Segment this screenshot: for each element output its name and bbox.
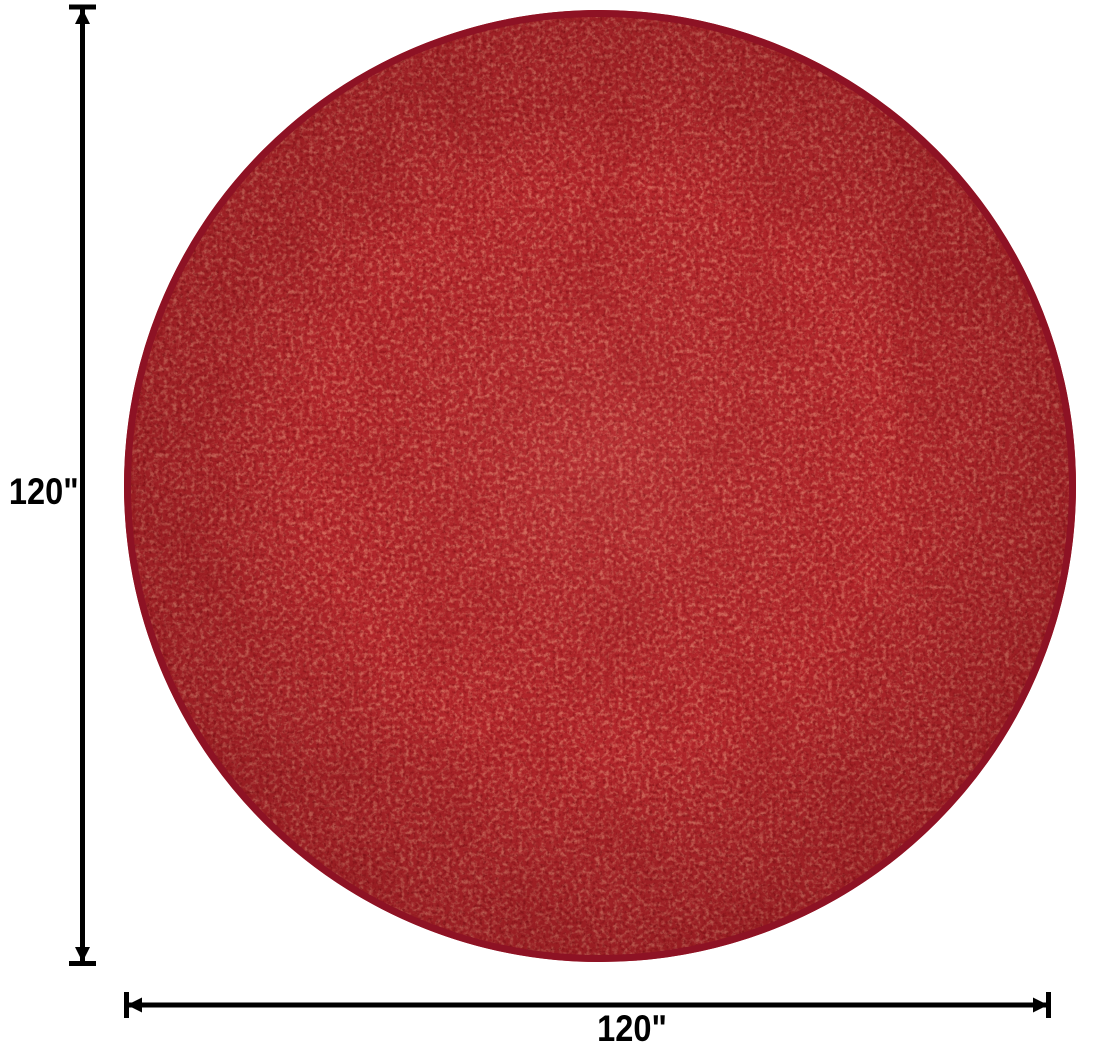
- rug-carpet-texture: [127, 13, 1073, 959]
- height-label: 120": [8, 471, 79, 512]
- round-rug-photo: [124, 10, 1076, 962]
- arrow-up-icon: [75, 9, 90, 24]
- width-dimension-line: [124, 992, 1051, 1018]
- height-dimension-line: [69, 4, 96, 966]
- width-label: 120": [597, 1008, 667, 1049]
- arrow-down-icon: [75, 947, 90, 962]
- arrow-right-icon: [1033, 997, 1048, 1013]
- arrow-left-icon: [127, 997, 142, 1013]
- rug-binding-rim: [124, 10, 1076, 962]
